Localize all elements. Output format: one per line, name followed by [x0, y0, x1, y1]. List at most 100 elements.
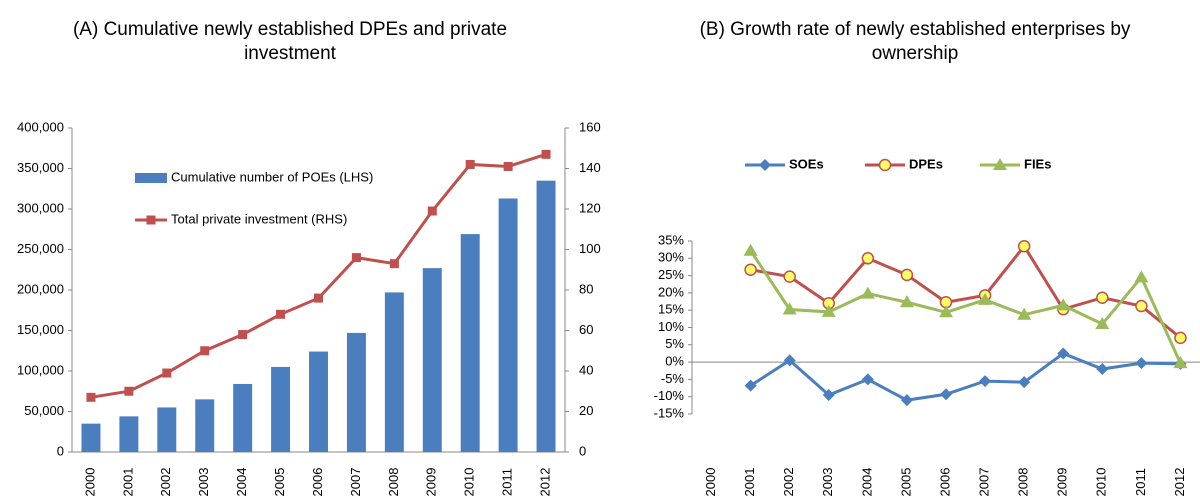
y-tick-label: 5%: [665, 336, 684, 351]
marker: [783, 270, 796, 283]
marker: [1135, 299, 1148, 313]
marker: [993, 158, 1007, 170]
y-tick-label: 300,000: [17, 200, 64, 215]
marker: [1017, 307, 1032, 320]
x-tick-label: 2002: [158, 468, 173, 497]
x-tick-label: 2006: [937, 468, 952, 497]
marker: [146, 215, 156, 225]
y-tick-label: 100,000: [17, 362, 64, 377]
y2-tick-label: 120: [579, 200, 601, 215]
marker: [1018, 376, 1031, 389]
marker: [861, 252, 875, 265]
x-tick-label: 2000: [82, 468, 97, 497]
x-tick-label: 2012: [1172, 468, 1187, 497]
bar: [460, 234, 480, 452]
x-tick-label: 2011: [500, 468, 515, 496]
bar: [195, 399, 215, 452]
y-tick-label: 400,000: [17, 119, 64, 134]
bar: [384, 292, 404, 452]
y-tick-label: 10%: [658, 319, 684, 334]
marker: [1096, 291, 1109, 304]
x-tick-label: 2008: [386, 468, 401, 497]
y2-tick-label: 80: [579, 281, 593, 296]
marker: [351, 253, 361, 263]
marker: [86, 392, 96, 402]
y-tick-label: 30%: [658, 250, 684, 265]
legend-swatch: [135, 173, 167, 183]
line: [749, 249, 1182, 364]
legend-label: DPEs: [909, 156, 943, 171]
x-tick-label: 2003: [820, 468, 835, 497]
y-tick-label: 150,000: [17, 322, 64, 337]
y-tick-label: 35%: [658, 232, 684, 247]
bar: [81, 423, 101, 452]
y-tick-label: 15%: [658, 302, 684, 317]
x-tick-label: 2012: [537, 468, 552, 497]
marker: [744, 379, 757, 392]
marker: [1174, 331, 1187, 345]
marker: [1135, 357, 1148, 370]
legend-label: SOEs: [789, 156, 824, 171]
marker: [900, 268, 914, 282]
legend-label: Total private investment (RHS): [171, 211, 347, 226]
marker: [899, 295, 914, 308]
x-tick-label: 2005: [898, 468, 913, 497]
marker: [861, 373, 874, 386]
bar: [119, 416, 139, 452]
bar: [271, 366, 291, 452]
y2-tick-label: 160: [579, 119, 601, 134]
bar: [498, 198, 518, 452]
x-tick-label: 2010: [462, 468, 477, 497]
marker: [783, 354, 796, 367]
y2-tick-label: 0: [579, 443, 586, 458]
y-tick-label: 0%: [665, 354, 684, 369]
marker: [124, 386, 134, 396]
legend-label: Cumulative number of POEs (LHS): [171, 169, 373, 184]
marker: [1173, 356, 1188, 369]
y-tick-label: 250,000: [17, 241, 64, 256]
marker: [878, 158, 892, 172]
x-tick-label: 2001: [742, 468, 757, 497]
x-tick-label: 2001: [120, 468, 135, 497]
marker: [276, 309, 286, 319]
marker: [314, 293, 323, 303]
chart-title: (A) Cumulative newly established DPEs an…: [72, 19, 508, 64]
x-tick-label: 2009: [424, 468, 439, 497]
marker: [743, 243, 758, 256]
x-tick-label: 2003: [196, 468, 211, 497]
y-tick-label: -10%: [654, 388, 685, 403]
y-tick-label: 350,000: [17, 160, 64, 175]
marker: [200, 346, 210, 356]
bar: [233, 383, 253, 452]
marker: [860, 286, 875, 299]
y2-tick-label: 100: [579, 241, 601, 256]
bar: [536, 180, 556, 452]
marker: [821, 304, 836, 317]
x-tick-label: 2009: [1055, 468, 1070, 497]
marker: [759, 159, 771, 171]
line: [749, 351, 1181, 402]
marker: [1017, 239, 1031, 253]
line: [750, 243, 1182, 340]
y-tick-label: 0: [57, 443, 64, 458]
x-tick-label: 2010: [1094, 468, 1109, 497]
y-tick-label: -5%: [661, 371, 685, 386]
x-tick-label: 2007: [348, 468, 363, 497]
marker: [238, 330, 248, 340]
marker: [900, 394, 913, 407]
x-tick-label: 2008: [1016, 468, 1031, 497]
marker: [822, 388, 835, 401]
marker: [979, 375, 992, 388]
marker: [427, 206, 437, 216]
y2-tick-label: 60: [579, 322, 593, 337]
x-tick-label: 2004: [859, 468, 874, 497]
y2-tick-label: 20: [579, 403, 593, 418]
bar: [157, 407, 177, 452]
y2-tick-label: 40: [579, 362, 593, 377]
x-tick-label: 2007: [977, 468, 992, 497]
y-tick-label: -15%: [654, 405, 685, 420]
marker: [541, 149, 551, 159]
x-tick-label: 2002: [781, 468, 796, 497]
